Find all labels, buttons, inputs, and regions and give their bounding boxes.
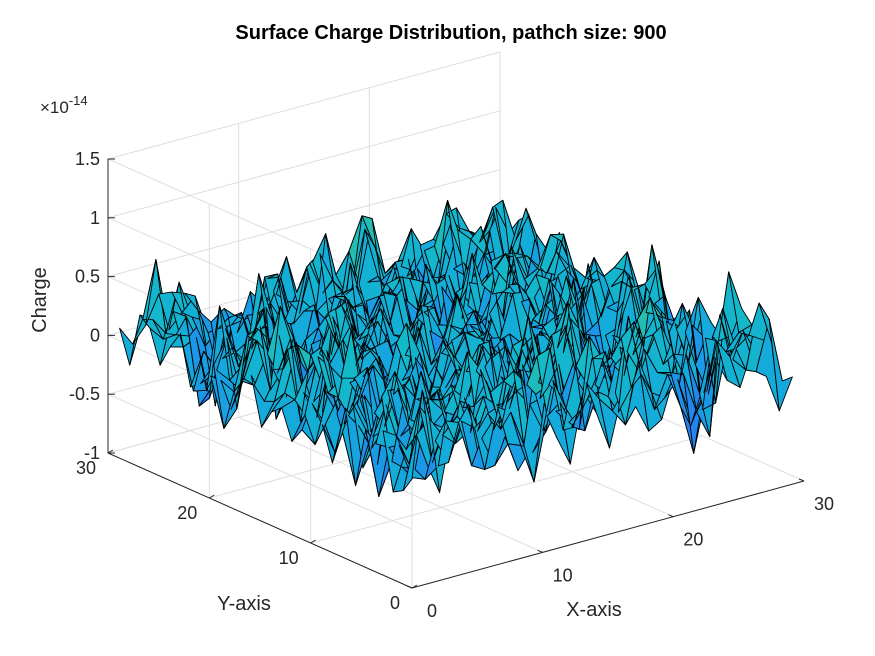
x-tick-label: 0 — [427, 601, 437, 621]
y-tick-label: 20 — [177, 503, 197, 523]
y-tick-mark — [107, 449, 114, 454]
z-tick-label: -0.5 — [69, 384, 100, 404]
x-axis-label: X-axis — [566, 599, 622, 621]
y-axis-label: Y-axis — [217, 593, 271, 615]
z-exponent-power: -14 — [69, 93, 88, 108]
surface-face — [768, 318, 793, 412]
x-tick-label: 30 — [814, 494, 834, 514]
surface-plot — [119, 199, 793, 497]
axis-layer: -1 -0.5 0 0.5 1 1.5 0 10 20 30 0 10 20 30 — [69, 149, 834, 621]
y-tick-mark — [209, 494, 215, 499]
z-exponent-base: ×10 — [40, 98, 69, 117]
x-tick-label: 10 — [553, 565, 573, 585]
z-exponent-label: ×10-14 — [40, 93, 88, 117]
y-tick-mark — [310, 539, 316, 544]
x-tick-mark — [668, 514, 674, 518]
z-tick-label: -1 — [84, 443, 100, 463]
y-tick-mark — [411, 584, 418, 589]
y-tick-label: 30 — [76, 458, 96, 478]
y-tick-label: 0 — [390, 593, 400, 613]
y-tick-label: 10 — [279, 548, 299, 568]
x-axis-line — [411, 480, 805, 589]
chart-title: Surface Charge Distribution, pathch size… — [235, 22, 666, 44]
z-tick-label: 0.5 — [75, 267, 100, 287]
z-axis-label: Charge — [29, 267, 51, 333]
z-tick-label: 1 — [90, 208, 100, 228]
x-tick-mark — [537, 549, 543, 553]
x-tick-mark — [798, 478, 805, 482]
x-tick-label: 20 — [683, 530, 703, 550]
x-tick-mark — [406, 585, 413, 589]
z-tick-label: 1.5 — [75, 149, 100, 169]
z-tick-label: 0 — [90, 325, 100, 345]
y-axis-line — [107, 452, 413, 589]
